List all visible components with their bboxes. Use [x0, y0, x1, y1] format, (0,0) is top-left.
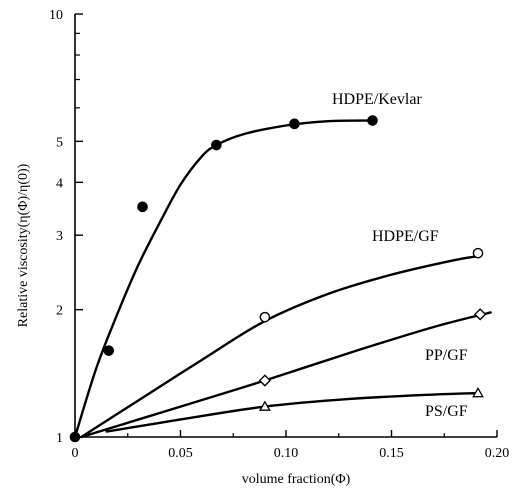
fit-curve-pp-gf: [80, 311, 492, 439]
y-tick-label: 2: [56, 304, 63, 319]
y-axis-label: Relative viscosity(η(Φ)/η(0)): [16, 163, 31, 327]
data-point-hdpe-kevlar: [367, 115, 378, 126]
y-tick-label: 5: [56, 135, 63, 150]
x-tick-label: 0.10: [274, 446, 299, 461]
x-tick-label: 0.20: [485, 446, 510, 461]
data-point-ps-gf: [472, 386, 484, 398]
series-label-hdpe-kevlar: HDPE/Kevlar: [332, 91, 422, 108]
x-tick-label: 0: [72, 446, 79, 461]
data-point-hdpe-kevlar: [137, 201, 148, 213]
data-point-hdpe-kevlar: [289, 118, 300, 130]
y-tick-label: 4: [56, 176, 63, 191]
data-point-hdpe-gf: [259, 311, 271, 323]
series-labels: HDPE/Kevlar HDPE/GF PP/GF PS/GF: [332, 91, 468, 420]
x-tick-label: 0.15: [379, 446, 404, 461]
fit-curves: [73, 119, 492, 439]
y-tick-label: 10: [49, 8, 63, 23]
data-point-hdpe-gf: [472, 247, 484, 259]
series-label-ps-gf: PS/GF: [425, 403, 468, 420]
y-tick-label: 3: [56, 229, 63, 244]
fit-curve-hdpe-gf: [80, 254, 482, 439]
data-point-pp-gf: [473, 308, 487, 321]
fit-curve-ps-gf: [105, 391, 480, 433]
y-tick-label: 1: [56, 431, 63, 446]
data-point-hdpe-kevlar: [103, 345, 115, 356]
x-tick-label: 0.05: [168, 446, 193, 461]
data-points: [69, 115, 487, 443]
series-label-hdpe-gf: HDPE/GF: [372, 228, 439, 245]
x-axis-label: volume fraction(Φ): [242, 472, 351, 487]
labels: volume fraction(Φ) Relative viscosity(η(…: [16, 163, 351, 487]
series-label-pp-gf: PP/GF: [425, 347, 468, 364]
data-point-hdpe-kevlar: [69, 431, 81, 443]
data-point-ps-gf: [258, 400, 271, 411]
axis-ticks: 0 0.05 0.10 0.15 0.20 1 2 3 4 5 10: [49, 8, 509, 461]
data-point-pp-gf: [258, 374, 272, 387]
data-point-hdpe-kevlar: [211, 139, 222, 151]
fit-curve-hdpe-kevlar: [73, 119, 372, 439]
